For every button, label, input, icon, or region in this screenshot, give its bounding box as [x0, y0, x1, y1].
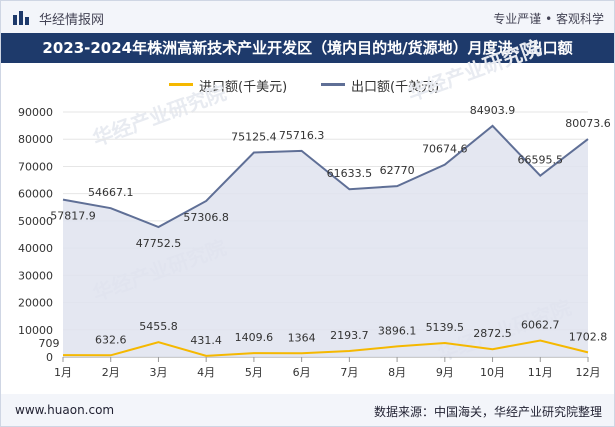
export-data-label: 70674.6 — [422, 143, 468, 156]
x-tick-label: 5月 — [245, 366, 263, 379]
bar-chart-icon — [13, 11, 29, 25]
export-data-label: 54667.1 — [88, 186, 134, 199]
export-data-label: 80073.6 — [565, 117, 611, 130]
x-tick-label: 6月 — [293, 366, 311, 379]
legend-swatch-import — [169, 83, 193, 86]
import-data-label: 431.4 — [190, 334, 222, 347]
brand-name: 华经情报网 — [39, 13, 105, 28]
x-tick-label: 3月 — [149, 366, 167, 379]
x-tick-label: 10月 — [480, 366, 505, 379]
import-data-label: 6062.7 — [521, 318, 560, 331]
x-tick-label: 2月 — [102, 366, 120, 379]
slogan: 专业严谨 • 客观科学 — [493, 12, 604, 26]
x-tick-label: 9月 — [436, 366, 454, 379]
x-tick-label: 1月 — [54, 366, 72, 379]
x-tick-label: 4月 — [197, 366, 215, 379]
title-bar: 2023-2024年株洲高新技术产业开发区（境内目的地/货源地）月度进、出口额 — [1, 33, 614, 63]
import-data-label: 5139.5 — [426, 321, 465, 334]
legend: 进口额(千美元) 出口额(千美元) — [1, 73, 614, 95]
line-chart: 华经产业研究院华经产业研究院华经产业研究院华经产业研究院010000200003… — [18, 35, 611, 379]
import-line — [62, 339, 589, 357]
watermark-text: 华经产业研究院 — [405, 35, 545, 105]
export-data-label: 62770 — [380, 164, 415, 177]
export-data-label: 66595.5 — [518, 154, 564, 167]
legend-label-import: 进口额(千美元) — [199, 80, 288, 95]
y-tick-label: 60000 — [18, 188, 53, 201]
top-bar: 华经情报网 专业严谨 • 客观科学 — [1, 1, 614, 33]
export-data-label: 47752.5 — [136, 237, 182, 250]
import-data-label: 1702.8 — [569, 330, 608, 343]
import-data-label: 3896.1 — [378, 324, 417, 337]
legend-swatch-export — [321, 83, 345, 86]
import-data-label: 2193.7 — [330, 329, 369, 342]
y-tick-label: 20000 — [18, 297, 53, 310]
y-tick-label: 0 — [46, 351, 53, 364]
export-data-label: 75125.4 — [231, 130, 277, 143]
export-data-label: 75716.3 — [279, 129, 325, 142]
legend-label-export: 出口额(千美元) — [351, 80, 440, 95]
export-data-label: 61633.5 — [327, 167, 373, 180]
export-data-label: 57817.9 — [50, 210, 96, 223]
chart-title: 2023-2024年株洲高新技术产业开发区（境内目的地/货源地）月度进、出口额 — [42, 39, 573, 57]
import-data-label: 5455.8 — [139, 320, 178, 333]
import-data-label: 1364 — [288, 331, 316, 344]
y-tick-label: 40000 — [18, 242, 53, 255]
footer: www.huaon.com 数据来源：中国海关，华经产业研究院整理 — [1, 394, 614, 426]
y-tick-label: 50000 — [18, 215, 53, 228]
footer-url[interactable]: www.huaon.com — [15, 403, 115, 417]
import-data-label: 632.6 — [95, 333, 127, 346]
x-tick-label: 11月 — [528, 366, 553, 379]
y-tick-label: 30000 — [18, 269, 53, 282]
export-area — [63, 125, 588, 358]
y-tick-label: 70000 — [18, 160, 53, 173]
y-tick-label: 80000 — [18, 133, 53, 146]
y-tick-label: 10000 — [18, 324, 53, 337]
import-data-label: 709 — [39, 337, 60, 350]
import-data-label: 1409.6 — [235, 331, 274, 344]
export-data-label: 84903.9 — [470, 104, 516, 117]
footer-source: 数据来源：中国海关，华经产业研究院整理 — [373, 405, 602, 419]
y-tick-label: 90000 — [18, 106, 53, 119]
x-tick-label: 8月 — [388, 366, 406, 379]
import-data-label: 2872.5 — [473, 327, 512, 340]
export-line — [62, 124, 589, 229]
x-tick-label: 12月 — [576, 366, 601, 379]
watermark-text: 华经产业研究院 — [90, 80, 230, 150]
export-data-label: 57306.8 — [183, 211, 229, 224]
x-tick-label: 7月 — [340, 366, 358, 379]
